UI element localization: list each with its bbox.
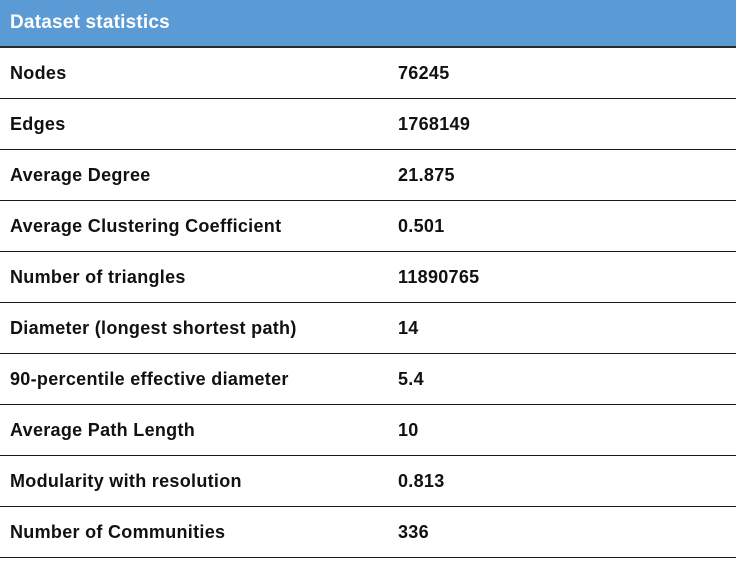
table-row-modularity: Modularity with resolution 0.813 [0,456,736,507]
table-row-diameter: Diameter (longest shortest path) 14 [0,303,736,354]
row-value: 336 [398,521,429,542]
table-row-average-path-length: Average Path Length 10 [0,405,736,456]
table-row-communities: Number of Communities 336 [0,507,736,558]
row-value: 5.4 [398,368,424,389]
row-value: 11890765 [398,266,480,287]
row-label: Number of Communities [10,521,226,542]
row-value: 21.875 [398,164,455,185]
row-label: Average Clustering Coefficient [10,215,282,236]
table-title: Dataset statistics [10,12,170,33]
row-label: Modularity with resolution [10,470,242,491]
row-label: Average Path Length [10,419,196,440]
table-row-edges: Edges 1768149 [0,99,736,150]
table-row-average-degree: Average Degree 21.875 [0,150,736,201]
row-value: 10 [398,419,419,440]
row-value: 14 [398,317,419,338]
row-label: Nodes [10,62,67,83]
table-row-nodes: Nodes 76245 [0,48,736,99]
row-label: Number of triangles [10,266,186,287]
row-value: 0.813 [398,470,445,491]
row-value: 1768149 [398,113,471,134]
row-label: 90-percentile effective diameter [10,368,289,389]
row-label: Edges [10,113,66,134]
row-value: 0.501 [398,215,445,236]
row-label: Average Degree [10,164,151,185]
table-header: Dataset statistics [0,0,736,48]
row-label: Diameter (longest shortest path) [10,317,297,338]
table-row-clustering-coefficient: Average Clustering Coefficient 0.501 [0,201,736,252]
table-row-triangles: Number of triangles 11890765 [0,252,736,303]
table-row-effective-diameter: 90-percentile effective diameter 5.4 [0,354,736,405]
row-value: 76245 [398,62,450,83]
